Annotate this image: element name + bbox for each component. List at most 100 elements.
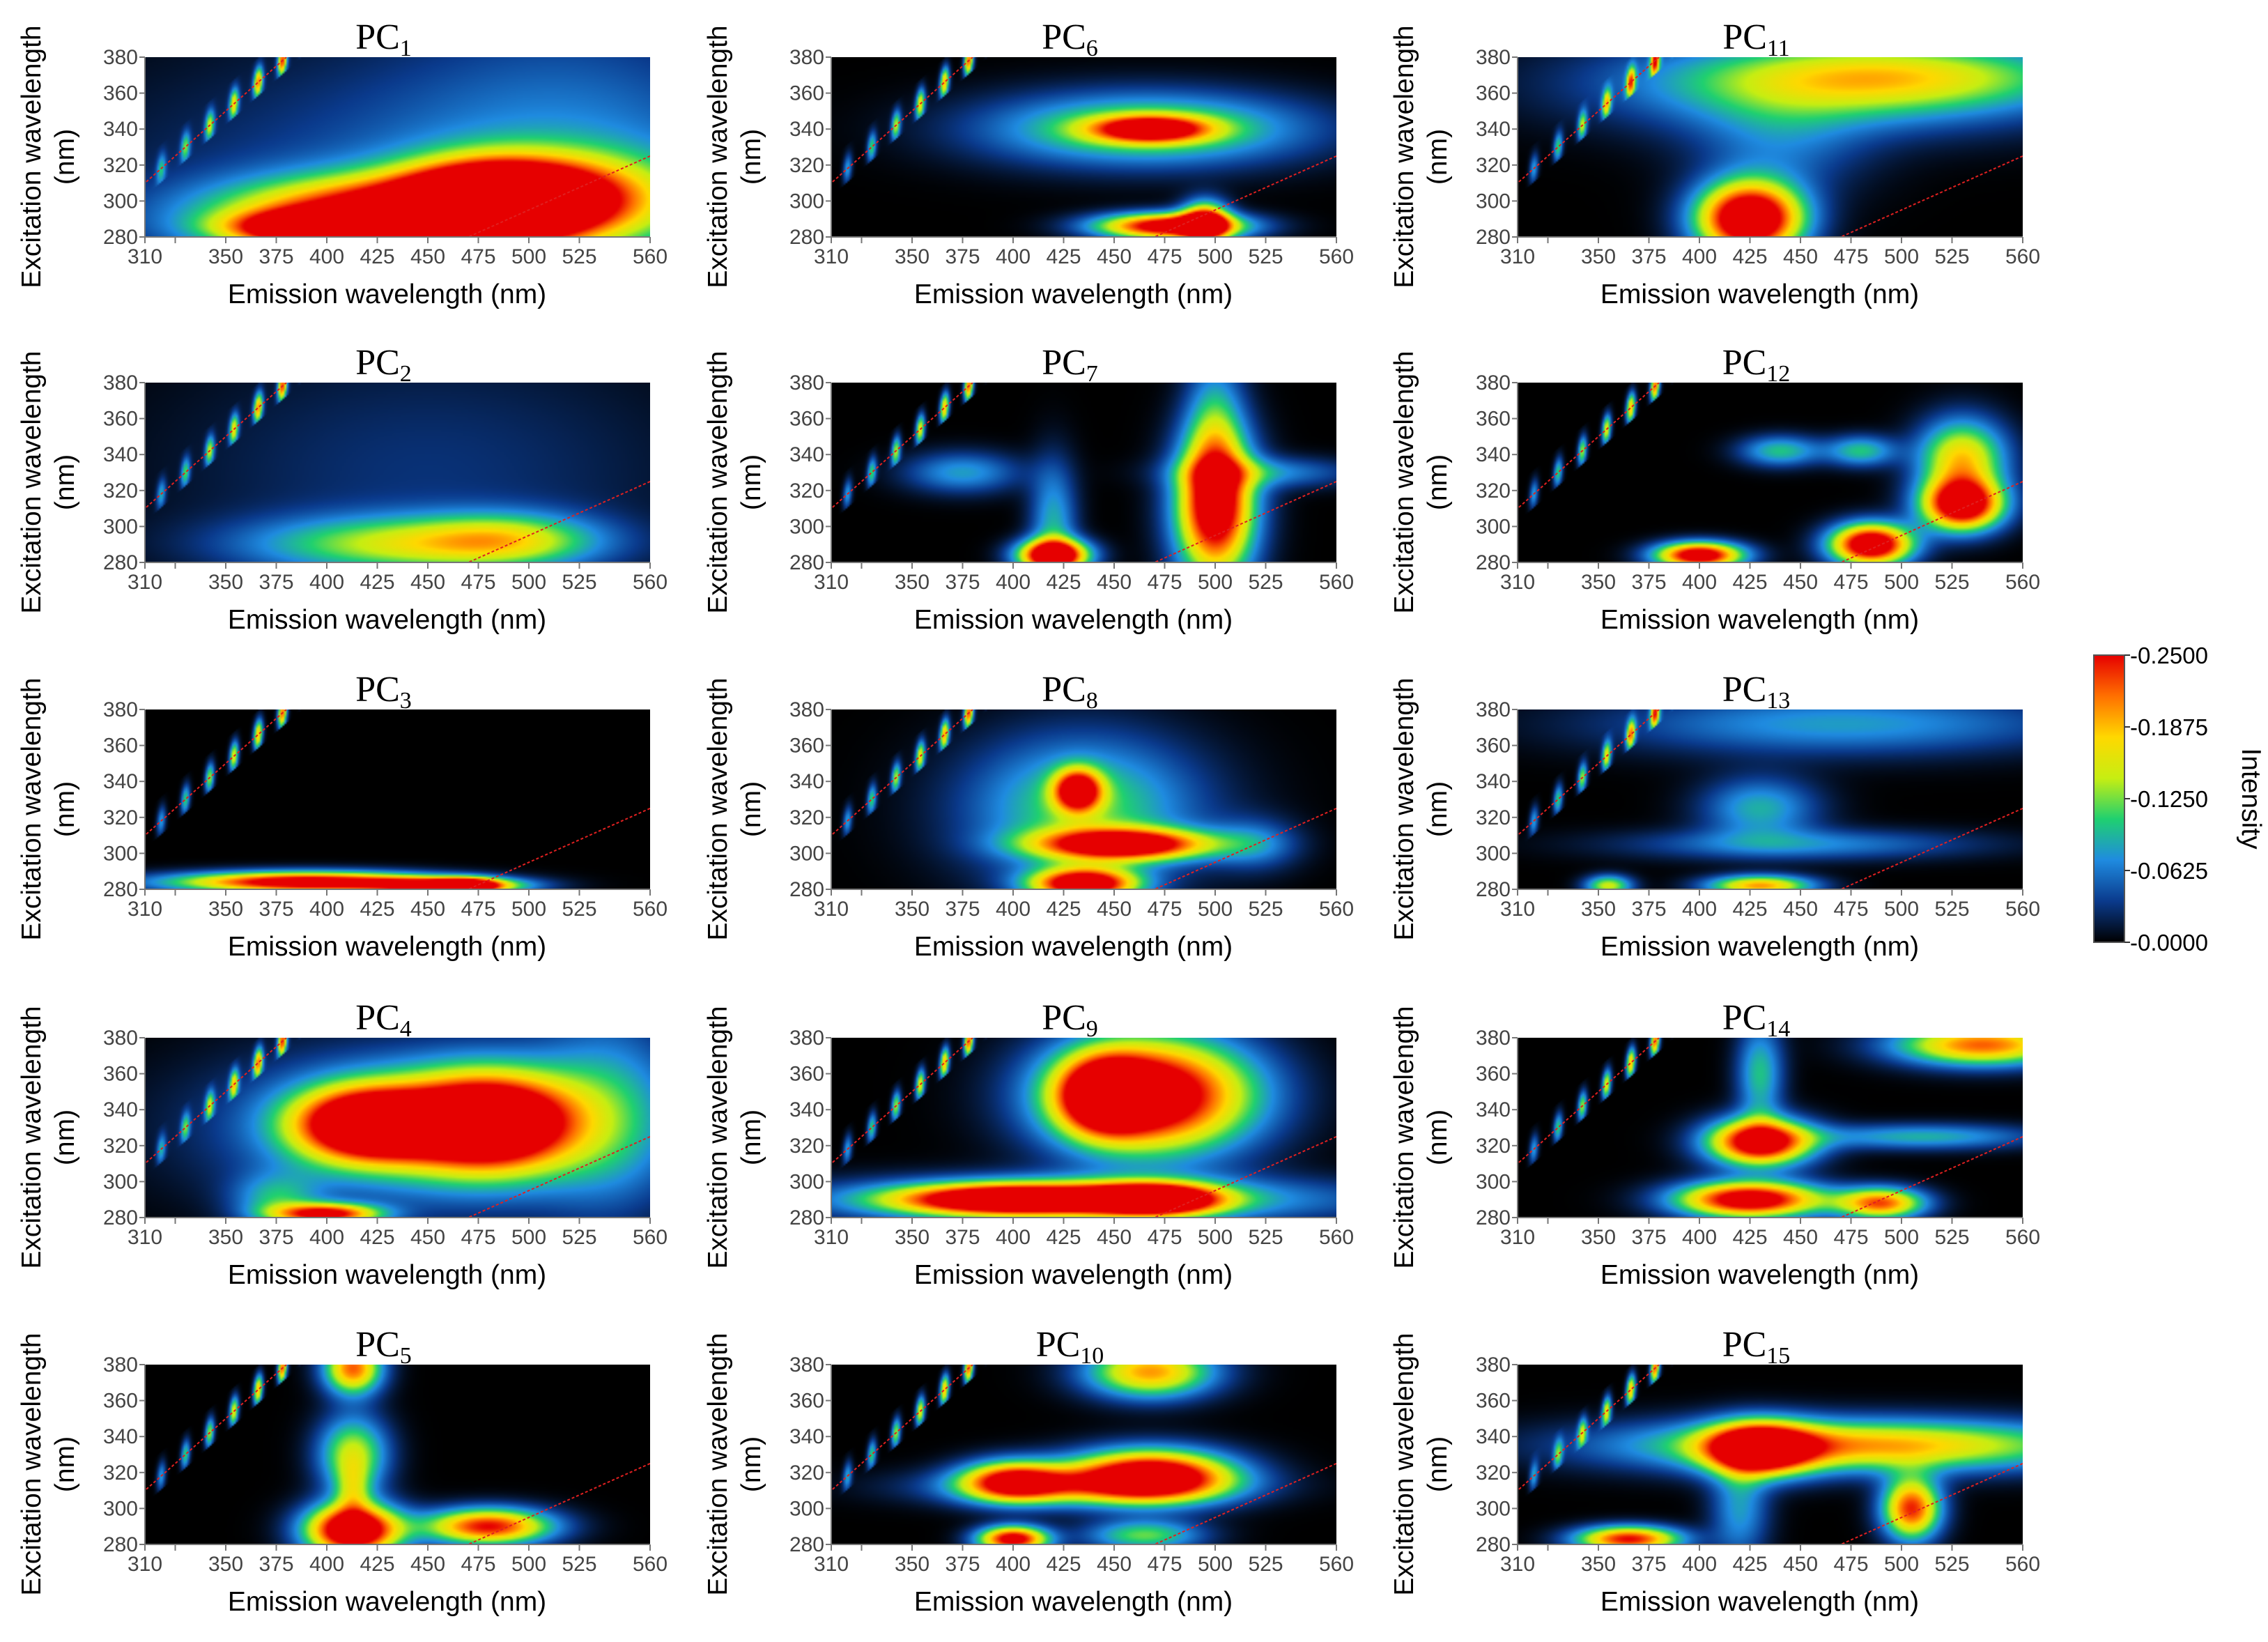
rayleigh-2-line xyxy=(1840,155,2023,237)
heatmap-image xyxy=(831,383,1336,562)
x-tick-label: 310 xyxy=(1500,1553,1535,1576)
panel-title: PC14 xyxy=(1722,998,1791,1042)
y-tick-label: 340 xyxy=(1476,118,1511,141)
x-axis-label: Emission wavelength (nm) xyxy=(914,1587,1233,1617)
y-tick-label: 320 xyxy=(103,1135,138,1158)
panel-title: PC11 xyxy=(1722,17,1789,61)
x-tick-label: 400 xyxy=(309,898,344,921)
rayleigh-2-line xyxy=(1840,1462,2023,1544)
x-tick-label: 475 xyxy=(1833,245,1868,268)
rayleigh-2-line xyxy=(1840,807,2023,889)
x-tick-label: 500 xyxy=(1198,1553,1233,1576)
x-tick-label: 500 xyxy=(1884,245,1919,268)
x-tick-label: 375 xyxy=(1631,245,1666,268)
panel-pc14: PC14 310 350 375 400 425 450 475 500 525 560 380 360… xyxy=(1389,998,2040,1290)
panel-title: PC2 xyxy=(355,343,412,387)
y-tick-label: 280 xyxy=(789,551,824,574)
x-tick-label: 375 xyxy=(259,571,293,594)
x-tick-label: 525 xyxy=(1934,245,1969,268)
x-axis-label: Emission wavelength (nm) xyxy=(228,932,546,962)
x-tick-label: 375 xyxy=(1631,1553,1666,1576)
x-tick-label: 425 xyxy=(360,1553,394,1576)
x-tick-label: 560 xyxy=(1319,571,1354,594)
x-tick-label: 525 xyxy=(1934,1226,1969,1249)
y-tick-label: 300 xyxy=(1476,1170,1511,1193)
panel-pc11: PC11 310 350 375 400 425 450 475 500 525 560 380 360… xyxy=(1389,17,2040,309)
y-axis-label-line2: (nm) xyxy=(1423,129,1453,185)
y-tick-label: 320 xyxy=(789,1135,824,1158)
y-tick-label: 380 xyxy=(103,698,138,721)
x-tick-label: 525 xyxy=(1248,1226,1283,1249)
heatmap-image xyxy=(1518,1038,2023,1218)
rayleigh-2-line xyxy=(1154,1462,1336,1544)
y-tick-label: 280 xyxy=(789,878,824,901)
x-tick-label: 450 xyxy=(410,898,445,921)
x-axis-label: Emission wavelength (nm) xyxy=(914,1260,1233,1290)
y-axis-label-line2: (nm) xyxy=(736,454,766,510)
y-tick-label: 360 xyxy=(103,1063,138,1086)
x-tick-label: 310 xyxy=(128,1553,162,1576)
x-tick-label: 525 xyxy=(562,898,596,921)
x-tick-label: 400 xyxy=(996,898,1031,921)
y-tick-label: 280 xyxy=(1476,1533,1511,1556)
x-tick-label: 350 xyxy=(208,245,243,268)
y-tick-label: 380 xyxy=(103,1027,138,1050)
rayleigh-2-line xyxy=(468,155,650,237)
rayleigh-1-line xyxy=(1518,709,1660,836)
x-tick-label: 500 xyxy=(1198,898,1233,921)
rayleigh-1-line xyxy=(145,1038,287,1165)
x-tick-label: 425 xyxy=(1046,245,1081,268)
colorbar-tick-label: -0.2500 xyxy=(2130,643,2208,668)
x-tick-label: 525 xyxy=(1934,571,1969,594)
x-tick-label: 400 xyxy=(996,245,1031,268)
x-tick-label: 525 xyxy=(1248,571,1283,594)
x-tick-label: 560 xyxy=(633,1553,668,1576)
x-tick-label: 525 xyxy=(562,1226,596,1249)
y-axis-label-line2: (nm) xyxy=(736,1436,766,1492)
y-tick-label: 320 xyxy=(789,154,824,177)
panel-pc2: PC2 310 350 375 400 425 450 475 500 525 560 380 360 3… xyxy=(17,343,668,635)
x-tick-label: 450 xyxy=(1783,571,1818,594)
y-axis-label-line1: Excitation wavelength xyxy=(17,25,47,288)
y-tick-label: 360 xyxy=(103,82,138,105)
y-tick-label: 300 xyxy=(103,1170,138,1193)
x-tick-label: 450 xyxy=(1783,1553,1818,1576)
rayleigh-2-line xyxy=(1154,155,1336,237)
x-tick-label: 425 xyxy=(1046,571,1081,594)
x-tick-label: 450 xyxy=(1097,1226,1132,1249)
y-axis-label-line1: Excitation wavelength xyxy=(17,351,47,613)
x-tick-label: 475 xyxy=(1147,1226,1182,1249)
heatmap-image xyxy=(831,709,1336,889)
y-tick-label: 360 xyxy=(789,1063,824,1086)
y-tick-label: 300 xyxy=(1476,1497,1511,1520)
y-tick-label: 280 xyxy=(1476,1206,1511,1229)
x-tick-label: 525 xyxy=(1934,1553,1969,1576)
y-tick-label: 360 xyxy=(1476,1390,1511,1413)
x-tick-label: 375 xyxy=(945,245,980,268)
panel-pc9: PC9 310 350 375 400 425 450 475 500 525 560 380 360 3… xyxy=(703,998,1354,1290)
y-tick-label: 280 xyxy=(789,1533,824,1556)
x-tick-label: 400 xyxy=(996,571,1031,594)
y-tick-label: 380 xyxy=(103,1353,138,1376)
x-tick-label: 350 xyxy=(895,1553,929,1576)
heatmap-image xyxy=(145,709,650,889)
rayleigh-2-line xyxy=(1154,480,1336,562)
y-tick-label: 280 xyxy=(1476,551,1511,574)
x-tick-label: 560 xyxy=(633,571,668,594)
x-tick-label: 400 xyxy=(309,1553,344,1576)
y-tick-label: 360 xyxy=(103,408,138,431)
colorbar-tick-label: -0.1875 xyxy=(2130,714,2208,740)
y-tick-label: 300 xyxy=(789,1170,824,1193)
x-tick-label: 310 xyxy=(1500,571,1535,594)
rayleigh-1-line xyxy=(831,1038,973,1165)
x-axis-label: Emission wavelength (nm) xyxy=(914,605,1233,635)
x-tick-label: 425 xyxy=(1732,1226,1767,1249)
panel-title: PC8 xyxy=(1042,670,1098,714)
y-tick-label: 340 xyxy=(103,443,138,466)
y-tick-label: 360 xyxy=(789,735,824,758)
x-tick-label: 560 xyxy=(2005,1226,2040,1249)
colorbar-tick-label: -0.0625 xyxy=(2130,858,2208,884)
x-tick-label: 500 xyxy=(1884,571,1919,594)
y-tick-label: 360 xyxy=(103,735,138,758)
